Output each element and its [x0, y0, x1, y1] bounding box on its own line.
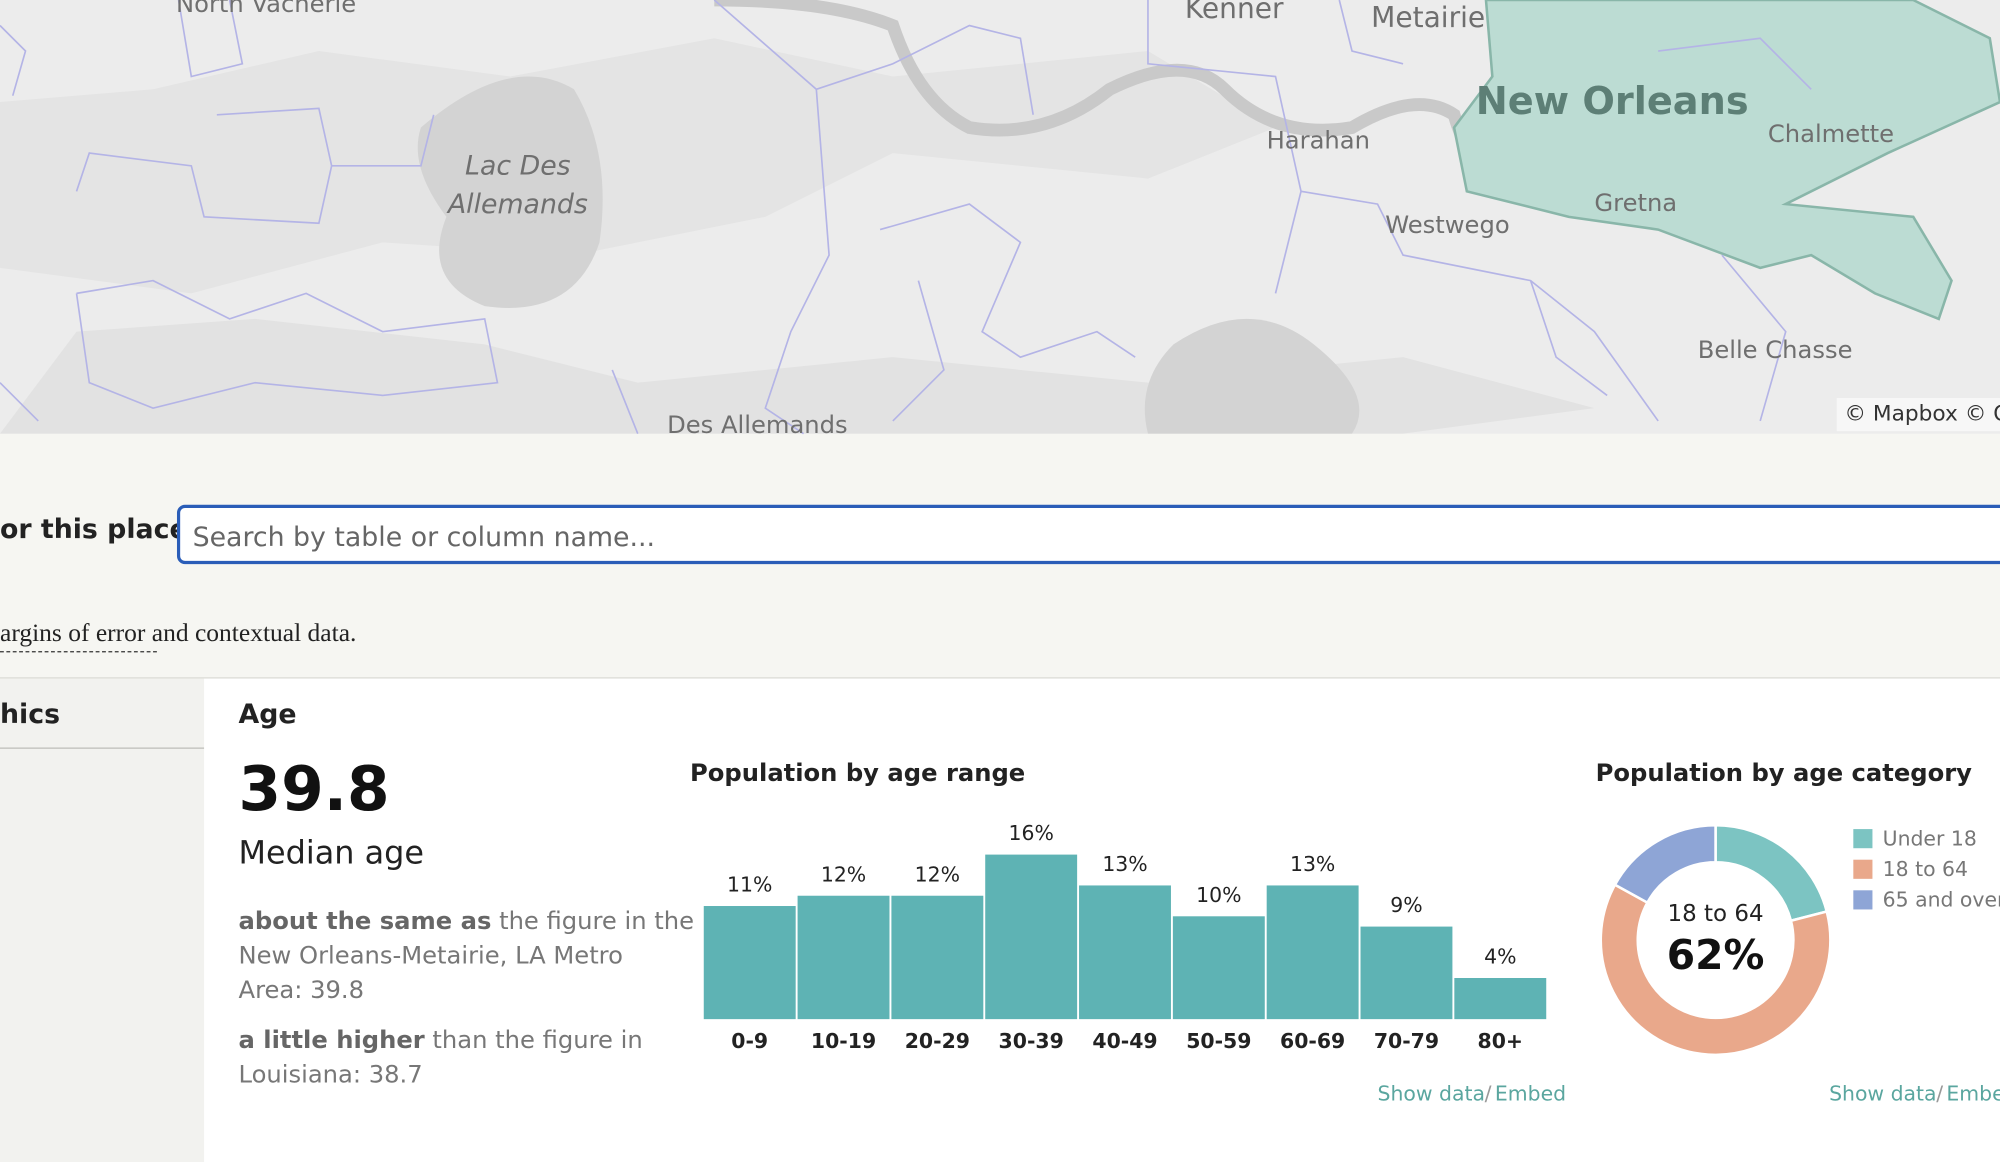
comparison-line: New Orleans-Metairie, LA Metro — [239, 942, 623, 970]
boundaries — [0, 0, 1812, 435]
embed-link[interactable]: Embe — [1946, 1081, 2000, 1105]
comparison-emphasis: about the same as — [239, 907, 492, 935]
bar-label: 10% — [1196, 883, 1241, 907]
bar — [985, 854, 1078, 1020]
legend-swatch — [1853, 859, 1873, 879]
bar — [797, 895, 890, 1020]
search-label: or this place — [0, 514, 188, 545]
bar — [703, 906, 796, 1020]
map-label: Belle Chasse — [1698, 336, 1853, 364]
map-label: Lac Des — [465, 151, 571, 182]
bar-label: 11% — [727, 873, 772, 897]
comparison-line: Louisiana: 38.7 — [239, 1060, 423, 1088]
map-labels: North Vacherie Kenner Metairie New Orlea… — [176, 0, 1894, 439]
donut-center-value: 62% — [1667, 931, 1765, 979]
comparison-text: Area: 39.8 — [239, 976, 365, 1004]
bar-label: 4% — [1484, 945, 1516, 969]
map-label: Harahan — [1267, 127, 1370, 155]
charts: Population by age range 11% 0-9 12% 10-19 12%… — [690, 759, 2000, 1057]
link-separator: / — [1485, 1081, 1492, 1105]
attribution[interactable]: © Mapbox © OpenStreetMap — [1844, 402, 2000, 427]
comparison-text: than the figure in — [432, 1026, 642, 1054]
bar — [1454, 978, 1547, 1020]
x-tick-label: 0-9 — [731, 1029, 768, 1053]
show-data-link[interactable]: Show data — [1829, 1081, 1936, 1105]
embed-link[interactable]: Embed — [1495, 1081, 1566, 1105]
note-text: and contextual data. — [152, 618, 357, 647]
legend-label: Under 18 — [1883, 826, 1977, 850]
donut-center-label: 18 to 64 — [1668, 901, 1764, 927]
map-label: Des Allemands — [667, 411, 848, 439]
bar-label: 13% — [1290, 852, 1335, 876]
legend-label: 18 to 64 — [1883, 857, 1968, 881]
bar — [891, 895, 984, 1020]
note: argins of error and contextual data. — [0, 618, 356, 647]
stat-value: 39.8 — [239, 754, 390, 825]
comparison-emphasis: a little higher — [239, 1026, 425, 1054]
comparison-text: the figure in the — [499, 907, 694, 935]
x-tick-label: 80+ — [1478, 1029, 1523, 1053]
sidebar — [0, 678, 205, 1162]
bar-label: 13% — [1102, 852, 1147, 876]
donut-segment[interactable] — [1599, 883, 1832, 1057]
map-land — [0, 38, 1276, 294]
map-label: Gretna — [1594, 189, 1677, 217]
lake — [417, 76, 603, 308]
x-tick-label: 40-49 — [1092, 1029, 1157, 1053]
x-tick-label: 20-29 — [905, 1029, 970, 1053]
map-label: North Vacherie — [176, 0, 356, 18]
section-title: Age — [239, 699, 297, 730]
donut-segment[interactable] — [1613, 823, 1717, 905]
map-label: New Orleans — [1476, 79, 1749, 124]
chart-links: Show data / Embed Show data / Embe — [1378, 1081, 2000, 1105]
comparison-text: Louisiana: 38.7 — [239, 1060, 423, 1088]
bar — [1172, 916, 1265, 1020]
search-placeholder: Search by table or column name... — [193, 522, 655, 553]
x-tick-label: 70-79 — [1374, 1029, 1439, 1053]
legend-swatch — [1853, 890, 1873, 910]
bar-label: 9% — [1390, 893, 1422, 917]
chart-title: Population by age category — [1596, 759, 1973, 787]
map-label: Chalmette — [1768, 120, 1894, 148]
bar — [1360, 926, 1453, 1020]
show-data-link[interactable]: Show data — [1378, 1081, 1485, 1105]
comparison-line: about the same as the figure in the — [239, 907, 695, 935]
chart-title: Population by age range — [690, 759, 1025, 787]
attribution-bg — [1836, 397, 2000, 432]
lake — [1144, 318, 1360, 434]
bar-label: 16% — [1009, 821, 1054, 845]
map-label: Metairie — [1371, 1, 1485, 34]
x-tick-label: 60-69 — [1280, 1029, 1345, 1053]
comparison-line: Area: 39.8 — [239, 976, 365, 1004]
map[interactable]: North Vacherie Kenner Metairie New Orlea… — [0, 0, 2000, 439]
note-link[interactable]: argins of error — [0, 618, 146, 647]
sidebar-item[interactable]: hics — [0, 699, 60, 730]
highlighted-place — [1452, 0, 2000, 321]
comparisons: about the same as the figure in the New O… — [239, 907, 695, 1088]
search-input[interactable] — [176, 504, 2000, 565]
legend-label: 65 and over — [1883, 888, 2000, 912]
bar-label: 12% — [821, 862, 866, 886]
bar-label: 12% — [915, 862, 960, 886]
x-tick-label: 50-59 — [1186, 1029, 1251, 1053]
comparison-text: New Orleans-Metairie, LA Metro — [239, 942, 623, 970]
comparison-line: a little higher than the figure in — [239, 1026, 643, 1054]
x-tick-label: 30-39 — [999, 1029, 1064, 1053]
map-label: Westwego — [1385, 211, 1509, 239]
map-label: Allemands — [446, 189, 588, 220]
link-separator: / — [1936, 1081, 1943, 1105]
x-tick-label: 10-19 — [811, 1029, 876, 1053]
stat-label: Median age — [239, 834, 424, 872]
bar — [1079, 885, 1171, 1020]
legend-swatch — [1853, 829, 1873, 849]
bar — [1266, 885, 1359, 1020]
map-label: Kenner — [1185, 0, 1284, 25]
